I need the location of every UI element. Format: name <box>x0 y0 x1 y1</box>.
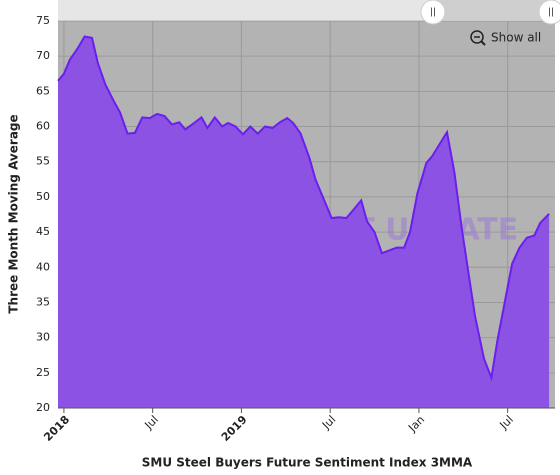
y-tick-label: 25 <box>36 366 50 379</box>
handle-grip: || <box>430 8 436 18</box>
x-tick-label: Jan <box>405 413 427 435</box>
x-tick-label: Jul <box>142 413 161 432</box>
y-tick-label: 75 <box>36 14 50 27</box>
show-all-button[interactable]: Show all <box>470 30 541 46</box>
y-tick-label: 35 <box>36 295 50 308</box>
x-axis-label: SMU Steel Buyers Future Sentiment Index … <box>142 456 473 470</box>
y-tick-label: 20 <box>36 401 50 414</box>
area <box>58 36 550 408</box>
y-tick-label: 60 <box>36 120 50 133</box>
range-handle[interactable] <box>538 0 560 25</box>
y-tick-label: 55 <box>36 155 50 168</box>
line <box>57 35 550 382</box>
x-tick-label: 2019 <box>219 413 250 444</box>
x-tick-label: Jul <box>497 413 516 432</box>
show-all-label[interactable]: Show all <box>491 31 541 45</box>
scrollbar-thumb[interactable] <box>433 0 551 20</box>
x-tick-label: 2018 <box>41 413 72 444</box>
zoom-icon <box>470 30 484 44</box>
y-tick-label: 70 <box>36 49 50 62</box>
y-axis-label: Three Month Moving Average <box>7 114 21 313</box>
y-tick-label: 30 <box>36 331 50 344</box>
y-tick-label: 65 <box>36 84 50 97</box>
y-tick-label: 45 <box>36 225 50 238</box>
range-handle[interactable] <box>420 0 446 25</box>
zoom-icon <box>480 40 486 46</box>
x-tick-label: Jul <box>319 413 338 432</box>
handle-grip: || <box>548 8 554 18</box>
y-tick-label: 40 <box>36 260 50 273</box>
y-tick-label: 50 <box>36 190 50 203</box>
